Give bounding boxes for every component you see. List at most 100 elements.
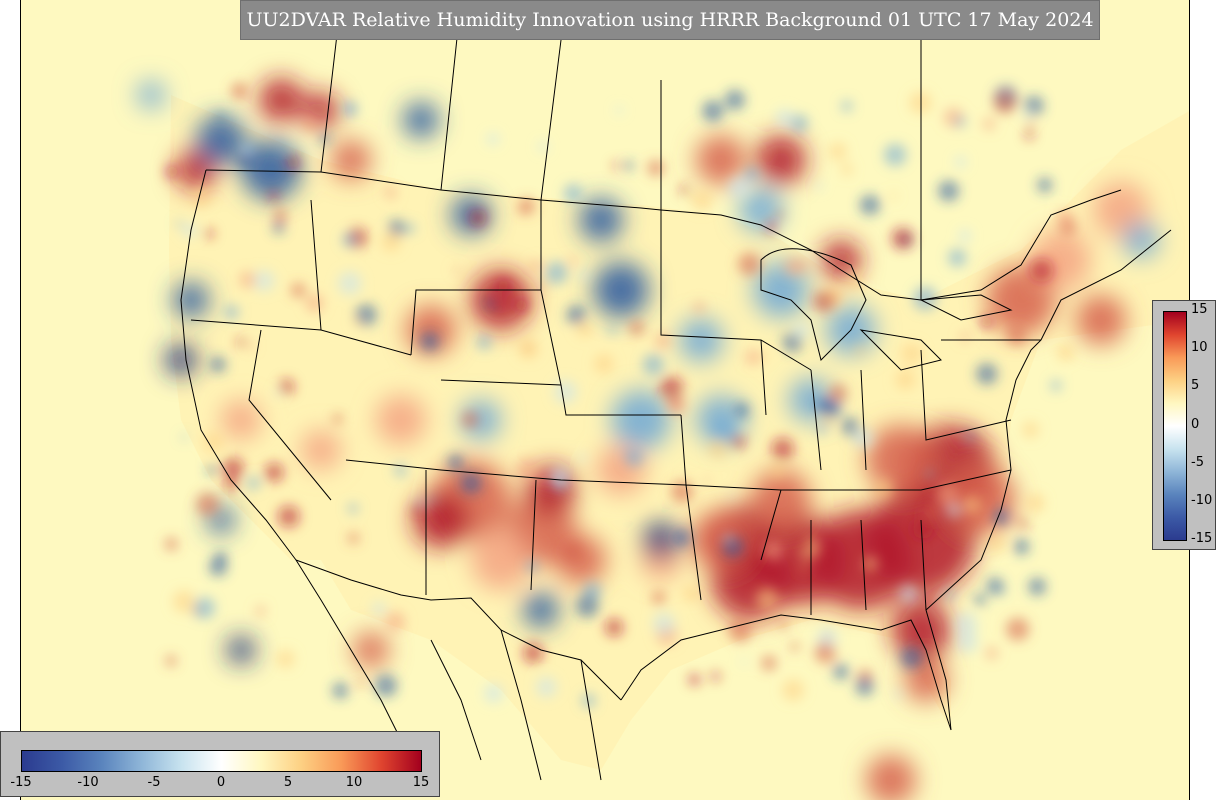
innovation-speck bbox=[832, 663, 850, 680]
innovation-speck bbox=[497, 279, 511, 292]
innovation-speck bbox=[954, 116, 966, 128]
innovation-speck bbox=[575, 594, 599, 618]
innovation-speck bbox=[548, 465, 571, 488]
colorbar-horizontal-tick-neg15: -15 bbox=[10, 775, 32, 790]
land-mass bbox=[169, 95, 1189, 770]
innovation-blob bbox=[696, 135, 746, 185]
innovation-speck bbox=[615, 106, 624, 115]
innovation-blob bbox=[376, 395, 426, 445]
innovation-speck bbox=[828, 142, 847, 161]
innovation-speck bbox=[384, 186, 397, 199]
innovation-blob bbox=[413, 492, 469, 548]
innovation-speck bbox=[342, 233, 357, 247]
canada-provinces bbox=[320, 0, 922, 300]
innovation-speck bbox=[1056, 208, 1074, 227]
innovation-speck bbox=[790, 114, 809, 133]
innovation-speck bbox=[704, 477, 711, 484]
innovation-speck bbox=[272, 221, 285, 234]
innovation-speck bbox=[629, 320, 645, 336]
innovation-speck bbox=[899, 584, 919, 604]
innovation-blob bbox=[196, 115, 246, 165]
innovation-speck bbox=[974, 593, 986, 606]
innovation-speck bbox=[209, 356, 227, 373]
innovation-speck bbox=[779, 620, 789, 630]
innovation-blob bbox=[579, 198, 623, 242]
innovation-speck bbox=[469, 209, 487, 227]
innovation-speck bbox=[191, 187, 211, 207]
innovation-speck bbox=[814, 181, 823, 190]
innovation-speck bbox=[515, 458, 537, 480]
innovation-speck bbox=[1056, 342, 1075, 362]
innovation-speck bbox=[246, 476, 260, 490]
innovation-speck bbox=[745, 349, 761, 366]
innovation-speck bbox=[193, 597, 216, 619]
innovation-speck bbox=[986, 577, 1004, 595]
innovation-speck bbox=[357, 679, 366, 687]
innovation-speck bbox=[731, 434, 746, 449]
innovation-speck bbox=[222, 457, 245, 480]
innovation-speck bbox=[891, 227, 914, 250]
innovation-speck bbox=[993, 91, 1016, 115]
innovation-speck bbox=[224, 477, 239, 491]
innovation-speck bbox=[280, 119, 287, 126]
innovation-speck bbox=[710, 671, 721, 682]
innovation-speck bbox=[712, 420, 735, 444]
innovation-speck bbox=[1019, 519, 1029, 529]
innovation-speck bbox=[771, 437, 795, 461]
innovation-speck bbox=[723, 533, 732, 542]
innovation-speck bbox=[882, 630, 891, 639]
innovation-speck bbox=[814, 642, 837, 664]
map-canvas bbox=[21, 0, 1189, 800]
innovation-speck bbox=[415, 497, 425, 507]
innovation-speck bbox=[672, 528, 691, 547]
innovation-speck bbox=[701, 100, 724, 123]
innovation-speck bbox=[203, 431, 224, 452]
innovation-speck bbox=[946, 503, 962, 518]
innovation-blob bbox=[986, 265, 1056, 335]
innovation-speck bbox=[987, 535, 1006, 553]
innovation-speck bbox=[247, 341, 255, 350]
innovation-speck bbox=[264, 462, 284, 483]
innovation-speck bbox=[273, 208, 288, 223]
innovation-speck bbox=[1025, 493, 1045, 513]
us-mexico-border bbox=[295, 559, 622, 701]
innovation-field bbox=[137, 78, 1159, 800]
innovation-speck bbox=[958, 229, 972, 243]
innovation-speck bbox=[985, 646, 999, 660]
innovation-blob bbox=[221, 400, 261, 440]
innovation-speck bbox=[883, 143, 907, 167]
innovation-speck bbox=[1006, 617, 1030, 641]
political-boundaries bbox=[180, 0, 1172, 781]
colorbar-vertical-tick-0: 0 bbox=[1191, 417, 1200, 432]
map-title: UU2DVAR Relative Humidity Innovation usi… bbox=[240, 0, 1100, 40]
innovation-blob bbox=[461, 400, 501, 440]
innovation-speck bbox=[924, 503, 941, 520]
innovation-speck bbox=[770, 465, 784, 479]
state-lines-east bbox=[680, 339, 1041, 615]
innovation-speck bbox=[761, 148, 771, 158]
innovation-speck bbox=[564, 542, 582, 561]
innovation-speck bbox=[647, 159, 665, 177]
colorbar-vertical-tick-10: 10 bbox=[1191, 340, 1208, 355]
innovation-speck bbox=[624, 160, 634, 171]
innovation-speck bbox=[581, 693, 596, 708]
innovation-speck bbox=[195, 492, 220, 516]
innovation-speck bbox=[279, 379, 295, 395]
colorbar-horizontal-tick-neg10: -10 bbox=[77, 775, 99, 790]
innovation-speck bbox=[825, 285, 845, 304]
innovation-speck bbox=[518, 338, 539, 359]
innovation-speck bbox=[688, 673, 701, 686]
innovation-speck bbox=[900, 342, 923, 365]
colorbar-vertical-tick-neg15: -15 bbox=[1191, 531, 1213, 546]
innovation-speck bbox=[594, 354, 614, 374]
innovation-speck bbox=[355, 304, 378, 326]
innovation-speck bbox=[419, 331, 440, 352]
colorbar-vertical-tick-neg10: -10 bbox=[1191, 493, 1213, 508]
innovation-speck bbox=[230, 82, 248, 100]
innovation-speck bbox=[1013, 538, 1030, 555]
innovation-speck bbox=[277, 141, 285, 149]
innovation-speck bbox=[762, 539, 784, 561]
innovation-speck bbox=[841, 417, 860, 436]
innovation-speck bbox=[333, 414, 342, 423]
innovation-blob bbox=[331, 140, 371, 180]
